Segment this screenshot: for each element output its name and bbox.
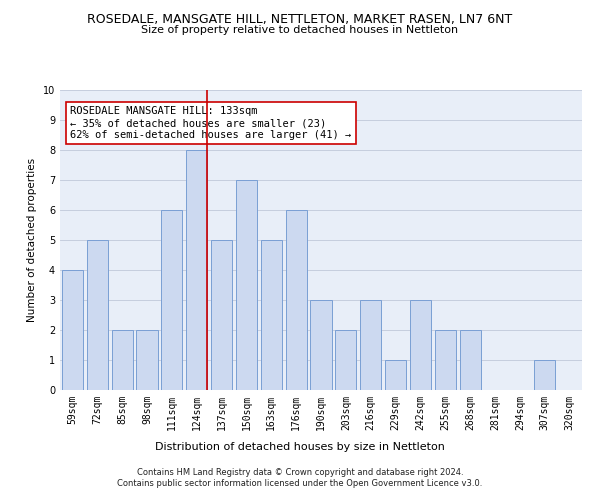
Text: ROSEDALE MANSGATE HILL: 133sqm
← 35% of detached houses are smaller (23)
62% of : ROSEDALE MANSGATE HILL: 133sqm ← 35% of … bbox=[70, 106, 352, 140]
Bar bbox=[460, 330, 481, 390]
Bar bbox=[236, 180, 257, 390]
Bar bbox=[112, 330, 133, 390]
Y-axis label: Number of detached properties: Number of detached properties bbox=[28, 158, 37, 322]
Bar bbox=[435, 330, 456, 390]
Bar bbox=[62, 270, 83, 390]
Bar bbox=[410, 300, 431, 390]
Bar bbox=[87, 240, 108, 390]
Bar bbox=[186, 150, 207, 390]
Bar bbox=[286, 210, 307, 390]
Bar bbox=[385, 360, 406, 390]
Bar bbox=[211, 240, 232, 390]
Text: Distribution of detached houses by size in Nettleton: Distribution of detached houses by size … bbox=[155, 442, 445, 452]
Text: ROSEDALE, MANSGATE HILL, NETTLETON, MARKET RASEN, LN7 6NT: ROSEDALE, MANSGATE HILL, NETTLETON, MARK… bbox=[88, 12, 512, 26]
Text: Contains HM Land Registry data © Crown copyright and database right 2024.
Contai: Contains HM Land Registry data © Crown c… bbox=[118, 468, 482, 487]
Bar bbox=[360, 300, 381, 390]
Bar bbox=[161, 210, 182, 390]
Bar bbox=[310, 300, 332, 390]
Bar bbox=[335, 330, 356, 390]
Text: Size of property relative to detached houses in Nettleton: Size of property relative to detached ho… bbox=[142, 25, 458, 35]
Bar bbox=[534, 360, 555, 390]
Bar bbox=[261, 240, 282, 390]
Bar bbox=[136, 330, 158, 390]
